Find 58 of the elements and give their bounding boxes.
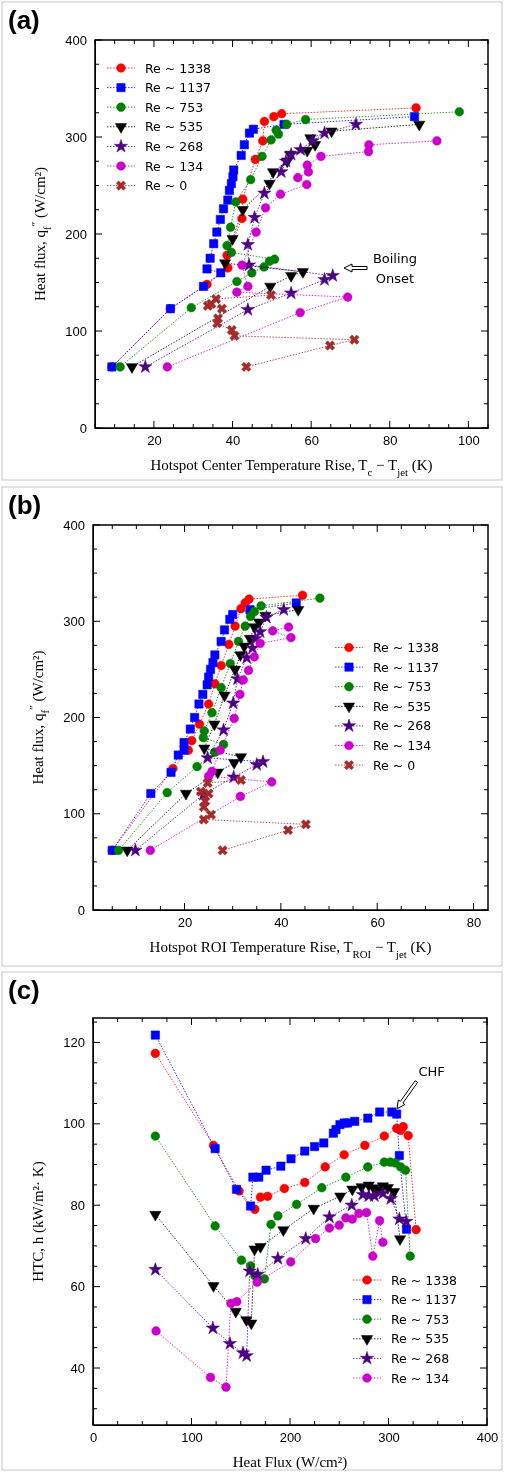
y-tick-label: 400	[63, 517, 85, 533]
x-tick-label: 400	[476, 1430, 499, 1446]
x-axis-title: Hotspot Center Temperature Rise, T$_{c}$ − T$_{jet}$ (K)	[150, 457, 433, 478]
x-tick-label: 100	[181, 1430, 203, 1446]
y-tick-label: 200	[63, 710, 85, 726]
legend-label: Re ~ 535	[373, 698, 432, 714]
legend-label: Re ~ 1338	[145, 60, 212, 76]
annotation: CHF	[418, 1063, 445, 1079]
legend-label: Re ~ 1338	[391, 1272, 458, 1288]
y-tick-label: 120	[63, 1035, 85, 1051]
x-tick-label: 0	[89, 1430, 98, 1446]
y-tick-label: 300	[65, 129, 87, 145]
legend-label: Re ~ 535	[145, 119, 204, 135]
legend-label: Re ~ 134	[373, 738, 432, 753]
legend-label: Re ~ 1338	[373, 640, 440, 655]
x-tick-label: 60	[304, 433, 319, 449]
x-tick-label: 40	[225, 433, 241, 449]
x-tick-label: 200	[279, 1430, 302, 1446]
y-tick-label: 100	[63, 806, 85, 822]
legend-label: Re ~ 753	[145, 99, 204, 115]
legend-label: Re ~ 1137	[145, 80, 212, 96]
chart-title: (a)	[8, 5, 40, 35]
x-tick-label: 60	[370, 915, 385, 931]
annotation: Boiling Onset	[372, 250, 418, 286]
y-tick-label: 0	[77, 902, 85, 918]
legend-label: Re ~ 134	[391, 1370, 450, 1386]
x-tick-label: 300	[378, 1430, 400, 1446]
y-tick-label: 100	[63, 1116, 85, 1132]
x-tick-label: 80	[383, 433, 398, 449]
legend-label: Re ~ 753	[391, 1311, 450, 1327]
y-tick-label: 80	[70, 1197, 85, 1213]
legend-label: Re ~ 134	[145, 158, 204, 174]
legend-label: Re ~ 0	[145, 178, 188, 194]
legend-label: Re ~ 1137	[373, 659, 440, 675]
x-axis-title: Heat Flux (W/cm²)	[232, 1454, 348, 1471]
x-tick-label: 80	[466, 915, 482, 931]
y-tick-label: 0	[79, 420, 87, 436]
y-tick-label: 200	[65, 226, 87, 242]
legend-label: Re ~ 268	[373, 718, 432, 734]
y-tick-label: 400	[65, 32, 87, 48]
legend-label: Re ~ 268	[145, 138, 204, 154]
y-tick-label: 300	[63, 613, 85, 629]
legend-label: Re ~ 1137	[391, 1292, 458, 1308]
x-tick-label: 40	[274, 915, 289, 931]
legend-label: Re ~ 753	[373, 679, 432, 695]
x-tick-label: 100	[458, 433, 480, 449]
y-axis-title: HTC, h (kW/m²· K)	[30, 1161, 47, 1282]
y-tick-label: 100	[65, 323, 87, 339]
legend-label: Re ~ 535	[391, 1331, 450, 1347]
chart-title: (c)	[8, 975, 40, 1005]
legend-label: Re ~ 0	[373, 757, 416, 773]
x-axis-title: Hotspot ROI Temperature Rise, T$_{ROI}$ − T$_{jet}$ (K)	[149, 939, 432, 960]
x-tick-label: 20	[147, 433, 162, 449]
legend-label: Re ~ 268	[391, 1350, 450, 1366]
chart-title: (b)	[8, 490, 42, 520]
y-tick-label: 60	[70, 1279, 85, 1295]
y-tick-label: 40	[70, 1360, 85, 1376]
x-tick-label: 20	[177, 915, 193, 931]
